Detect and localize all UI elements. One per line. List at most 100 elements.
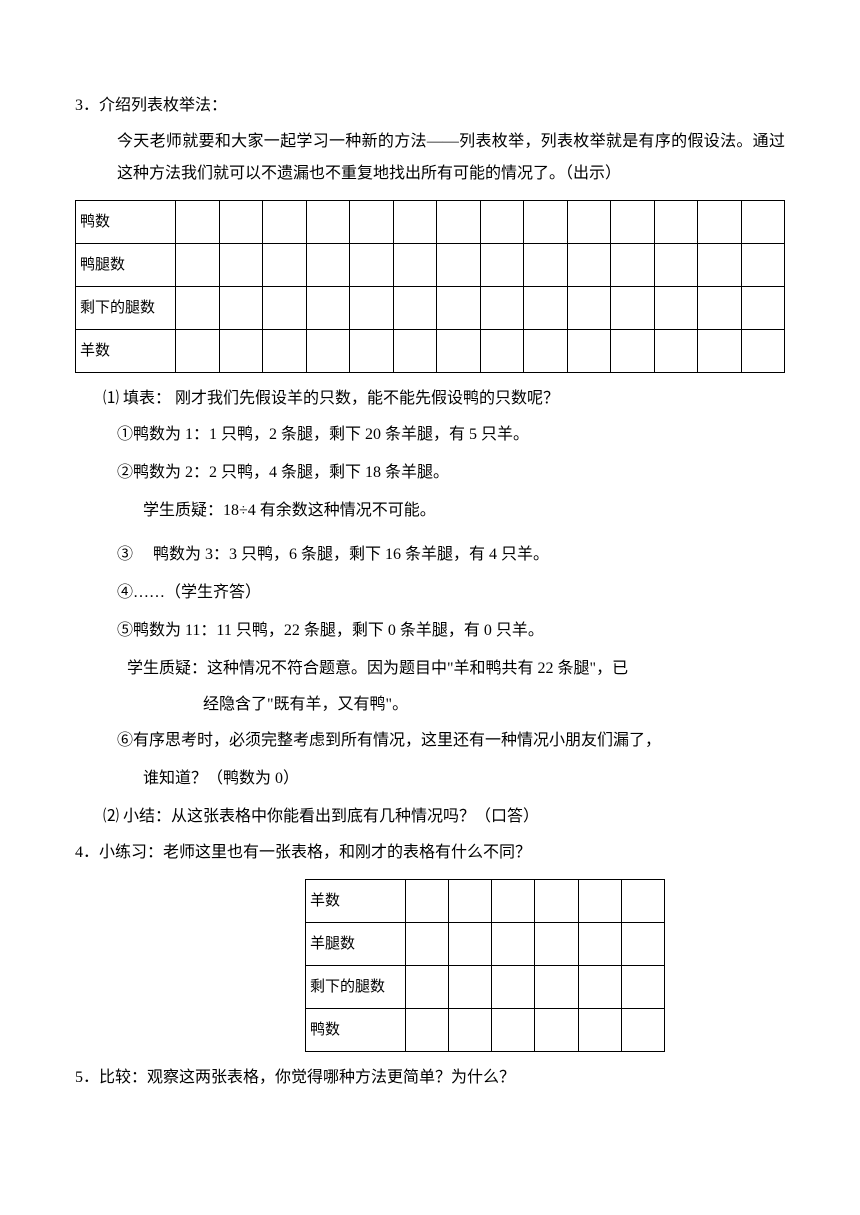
table-cell [176,244,220,287]
table-cell-label: 剩下的腿数 [306,966,406,1009]
table-cell [306,330,350,373]
table-cell [263,287,307,330]
section-4-text: 老师这里也有一张表格，和刚才的表格有什么不同？ [163,844,531,861]
item-5-note2: 经隐含了"既有羊，又有鸭"。 [75,689,785,721]
table-cell [654,244,698,287]
table-row: 剩下的腿数 [76,287,785,330]
table-cell [654,287,698,330]
table-cell [350,244,394,287]
item-6-note: 谁知道？（鸭数为 0） [75,763,785,795]
table-cell [567,244,611,287]
table-cell [578,923,621,966]
item-6: ⑥有序思考时，必须完整考虑到所有情况，这里还有一种情况小朋友们漏了， [75,725,785,757]
table-cell-label: 鸭数 [76,201,176,244]
table-cell [524,244,568,287]
table-cell [406,923,449,966]
table-2: 羊数羊腿数剩下的腿数鸭数 [305,879,665,1052]
table-cell [611,244,655,287]
table-cell [524,287,568,330]
table-cell [621,923,664,966]
section-4-title: 小练习： [99,844,163,861]
item-2-note: 学生质疑：18÷4 有余数这种情况不可能。 [75,495,785,527]
table-row: 羊数 [306,880,665,923]
section-5-title: 比较： [99,1069,147,1086]
item-5: ⑤鸭数为 11：11 只鸭，22 条腿，剩下 0 条羊腿，有 0 只羊。 [75,615,785,647]
section-4-number: 4． [75,844,99,861]
table-cell [350,287,394,330]
table-cell [578,966,621,1009]
table-cell [524,201,568,244]
table-cell-label: 鸭数 [306,1009,406,1052]
table-cell [406,880,449,923]
table-cell [492,923,535,966]
table-cell [567,201,611,244]
table-cell [437,244,481,287]
table-cell [449,1009,492,1052]
table-cell [741,201,785,244]
table-cell [263,330,307,373]
table-cell [698,244,742,287]
table-cell [480,287,524,330]
section-3: 3．介绍列表枚举法： 今天老师就要和大家一起学习一种新的方法——列表枚举，列表枚… [75,90,785,190]
table-row: 鸭腿数 [76,244,785,287]
table-cell [219,201,263,244]
table-cell [621,1009,664,1052]
section-3-header: 3．介绍列表枚举法： [75,90,785,122]
table-1: 鸭数鸭腿数剩下的腿数羊数 [75,200,785,373]
table-cell [393,201,437,244]
table-cell-label: 鸭腿数 [76,244,176,287]
table-cell [306,201,350,244]
table-cell [698,287,742,330]
table-cell [535,880,578,923]
table-cell [306,244,350,287]
table-cell [437,201,481,244]
table-cell [393,330,437,373]
item-4: ④……（学生齐答） [75,577,785,609]
fill-table-section: ⑴ 填表： 刚才我们先假设羊的只数，能不能先假设鸭的只数呢？ [75,383,785,415]
fill-table-label: ⑴ 填表： [103,390,171,407]
table-cell [219,244,263,287]
table-cell [176,287,220,330]
table-cell [611,330,655,373]
item-1: ①鸭数为 1：1 只鸭，2 条腿，剩下 20 条羊腿，有 5 只羊。 [75,419,785,451]
table-cell [306,287,350,330]
table-cell [611,201,655,244]
table-cell [480,244,524,287]
table-cell [524,330,568,373]
table-row: 剩下的腿数 [306,966,665,1009]
section-4: 4．小练习：老师这里也有一张表格，和刚才的表格有什么不同？ [75,837,785,869]
table-cell [535,1009,578,1052]
table-cell [698,201,742,244]
section-3-para: 今天老师就要和大家一起学习一种新的方法——列表枚举，列表枚举就是有序的假设法。通… [75,126,785,190]
table-cell [176,330,220,373]
table-cell-label: 羊数 [306,880,406,923]
table-row: 羊数 [76,330,785,373]
table-cell [567,287,611,330]
summary-section: ⑵ 小结：从这张表格中你能看出到底有几种情况吗？（口答） [75,801,785,833]
table-row: 羊腿数 [306,923,665,966]
table-cell [567,330,611,373]
table-cell [350,330,394,373]
section-3-number: 3． [75,97,99,114]
table-cell [698,330,742,373]
table-cell [263,244,307,287]
table-cell [492,966,535,1009]
table-cell-label: 剩下的腿数 [76,287,176,330]
table-cell [492,880,535,923]
table-cell-label: 羊腿数 [306,923,406,966]
table-cell [741,244,785,287]
table-cell [437,287,481,330]
table-cell [492,1009,535,1052]
table-cell [621,880,664,923]
item-2: ②鸭数为 2：2 只鸭，4 条腿，剩下 18 条羊腿。 [75,457,785,489]
table-cell [578,880,621,923]
summary-text: 从这张表格中你能看出到底有几种情况吗？（口答） [171,808,539,825]
table-cell-label: 羊数 [76,330,176,373]
table-cell [219,287,263,330]
table-cell [535,966,578,1009]
table-cell [449,880,492,923]
table-cell [654,330,698,373]
table-cell [393,244,437,287]
table-cell [621,966,664,1009]
item-5-note1: 学生质疑：这种情况不符合题意。因为题目中"羊和鸭共有 22 条腿"，已 [75,653,785,685]
